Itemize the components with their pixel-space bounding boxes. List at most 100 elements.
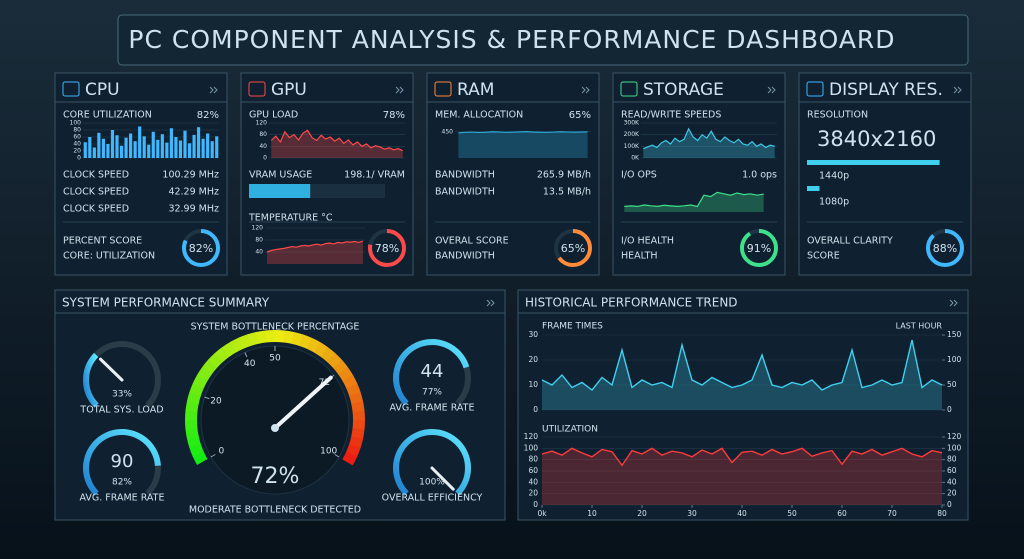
row-value: 1.0 ops — [742, 170, 777, 181]
gauge-band — [338, 367, 354, 382]
res-bar — [807, 160, 940, 165]
line — [541, 339, 943, 391]
gauge-band — [247, 331, 260, 346]
score-label: PERCENT SCORE — [63, 236, 142, 247]
y2-tick-label: 150 — [947, 330, 962, 339]
line — [541, 447, 943, 467]
gauge-band — [229, 337, 244, 353]
bar — [156, 139, 160, 158]
area — [542, 340, 942, 410]
card-title: RAM — [457, 80, 494, 100]
bar — [192, 134, 196, 158]
gauge-band — [349, 436, 364, 449]
gauge-main: 90 — [111, 451, 134, 472]
gauge-band — [185, 427, 199, 439]
gauge-band — [332, 359, 349, 375]
res-bar — [807, 186, 820, 191]
y-tick-label: 100 — [524, 443, 539, 452]
y-tick-label: 60 — [528, 466, 538, 475]
gauge-label: OVERALL EFFICIENCY — [382, 493, 483, 504]
bar — [129, 133, 133, 158]
card — [426, 72, 600, 276]
chevron — [209, 86, 214, 94]
y2-tick-label: 100 — [947, 355, 962, 364]
y-tick-label: 120 — [256, 120, 268, 127]
row-label: CLOCK SPEED — [63, 204, 129, 215]
y-tick-label: 0 — [77, 155, 81, 162]
progress-value: 198.1/ VRAM — [344, 170, 405, 181]
gauge-band — [192, 451, 208, 466]
y-tick-label: 120 — [252, 225, 264, 232]
gauge-band — [189, 443, 204, 457]
y-tick-label: 80 — [528, 455, 538, 464]
card-icon — [62, 81, 80, 97]
bar — [119, 145, 124, 158]
gauge-label: AVG. FRAME RATE — [80, 493, 165, 504]
y-tick-label: 0K — [631, 155, 640, 162]
y2-tick-label: 80 — [947, 455, 957, 464]
y-tick-label: 0 — [533, 405, 538, 414]
row-value: 42.29 MHz — [168, 187, 219, 198]
bar — [151, 131, 155, 158]
gauge-band — [351, 401, 365, 413]
chevron — [949, 299, 954, 307]
card-title: CPU — [85, 80, 120, 100]
row-value: 32.99 MHz — [168, 204, 219, 215]
y-tick-label: 100 — [70, 120, 82, 127]
tick-mark — [204, 396, 210, 400]
bar — [83, 142, 87, 158]
bar — [110, 130, 115, 158]
bar — [138, 126, 142, 158]
gauge-band — [342, 374, 358, 389]
status: MODERATE BOTTLENECK DETECTED — [189, 505, 361, 516]
bar — [210, 141, 214, 158]
row-label: BANDWIDTH — [435, 187, 495, 198]
score-label: OVERALL CLARITY — [807, 236, 893, 247]
chart-label: TEMPERATURE °C — [248, 213, 333, 224]
chevron — [771, 86, 776, 94]
x-tick-label: 0k — [537, 509, 547, 518]
y2-tick-label: 100 — [947, 443, 962, 452]
gauge-band — [349, 392, 364, 405]
area — [542, 448, 942, 505]
gauge-tick-label: 0 — [218, 447, 224, 457]
bar — [174, 137, 178, 158]
bar — [178, 140, 183, 158]
ring-value — [740, 229, 778, 267]
row-label: BANDWIDTH — [435, 170, 495, 181]
chevron — [953, 86, 958, 94]
area — [271, 130, 403, 158]
gauge-band — [346, 383, 361, 397]
metric-label: CORE UTILIZATION — [63, 110, 152, 121]
line — [643, 127, 775, 150]
bar — [183, 130, 187, 158]
gauge-tick-label: 100 — [320, 447, 337, 457]
area — [643, 128, 775, 158]
row-label: CLOCK SPEED — [63, 187, 129, 198]
gauge-value-label: 100% — [419, 478, 445, 488]
y-tick-label: 120 — [524, 432, 539, 441]
y2-tick-label: 20 — [947, 489, 957, 498]
bar — [106, 144, 110, 158]
chart-label: UTILIZATION — [542, 425, 598, 435]
score-label: OVERAL SCORE — [435, 236, 509, 247]
metric-label: MEM. ALLOCATION — [435, 110, 523, 121]
y-tick-label: 0 — [263, 155, 267, 162]
card-title: GPU — [271, 80, 307, 100]
card-icon — [434, 81, 452, 97]
y-tick-label: 40 — [528, 477, 538, 486]
y-tick-label: 450 — [442, 128, 454, 135]
bar — [124, 137, 128, 158]
bar — [215, 136, 219, 158]
y2-tick-label: 40 — [947, 477, 957, 486]
bar — [88, 137, 92, 158]
bar — [101, 138, 105, 158]
area — [458, 131, 588, 158]
bar — [160, 134, 164, 158]
y-tick-label: 300K — [624, 120, 640, 127]
bar — [169, 128, 173, 158]
gauge-band — [189, 382, 204, 396]
score-label: SCORE — [807, 251, 840, 262]
line — [458, 131, 588, 134]
ring-label: 82% — [189, 242, 213, 255]
